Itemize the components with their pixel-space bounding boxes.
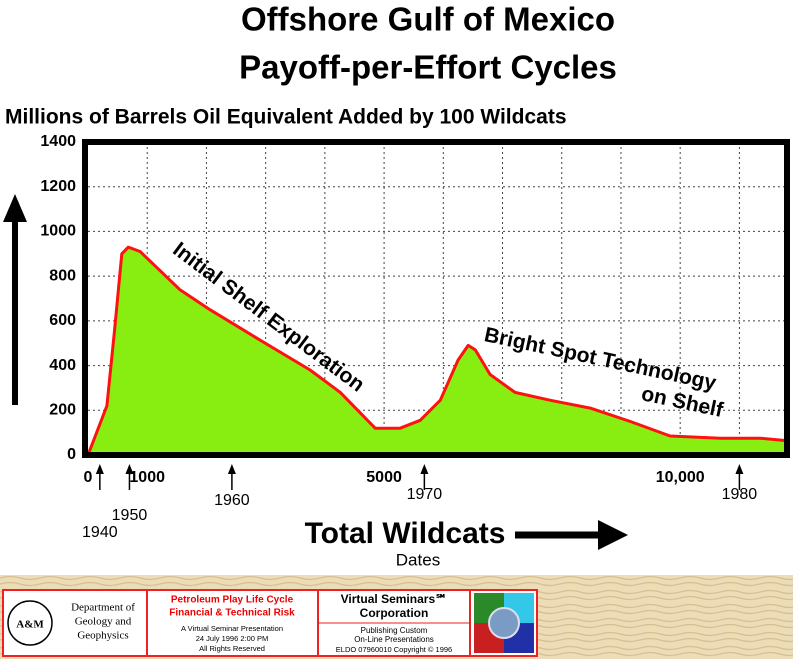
x-tick-label: 0 bbox=[84, 469, 93, 486]
publishing: On-Line Presentations bbox=[354, 635, 434, 644]
y-tick-label: 1200 bbox=[40, 178, 76, 195]
publishing: Publishing Custom bbox=[361, 626, 428, 635]
footer: A&M Department of Geology and Geophysics… bbox=[0, 575, 793, 659]
department: Department of bbox=[71, 602, 135, 614]
x-label: Total Wildcats bbox=[305, 517, 506, 550]
x-tick-label: 1000 bbox=[129, 469, 165, 486]
title: Payoff-per-Effort Cycles bbox=[239, 49, 617, 86]
y-tick-label: 1400 bbox=[40, 133, 76, 150]
date-arrow-head bbox=[227, 464, 236, 474]
x-tick-label: 5000 bbox=[366, 469, 402, 486]
date-label: 1950 bbox=[112, 507, 148, 524]
y-tick-label: 1000 bbox=[40, 223, 76, 240]
company: Virtual Seminars℠ bbox=[341, 592, 448, 606]
date-label: 1970 bbox=[407, 486, 443, 503]
y-tick-label: 0 bbox=[67, 446, 76, 463]
presentation: All Rights Reserved bbox=[199, 644, 265, 653]
department: Geology and bbox=[75, 616, 132, 628]
date-arrow-head bbox=[125, 464, 134, 474]
date-label: 1980 bbox=[722, 486, 758, 503]
y-tick-label: 400 bbox=[49, 357, 76, 374]
x2-label: Dates bbox=[396, 550, 440, 569]
department: Geophysics bbox=[77, 630, 128, 642]
globe bbox=[488, 607, 520, 639]
presentation: 24 July 1996 2:00 PM bbox=[196, 634, 269, 643]
axis-arrow-head bbox=[598, 520, 628, 550]
date-label: 1960 bbox=[214, 492, 250, 509]
date-arrow-head bbox=[735, 464, 744, 474]
company: Corporation bbox=[360, 606, 429, 620]
date-label: 1940 bbox=[82, 524, 118, 541]
date-arrow-head bbox=[95, 464, 104, 474]
plot: 0 200 400 600 800 1000 1200 1400 0 1000 5000 10,000… bbox=[40, 133, 790, 541]
y-tick-label: 200 bbox=[49, 402, 76, 419]
seminar-title: Financial & Technical Risk bbox=[169, 608, 295, 619]
x-tick-label: 10,000 bbox=[656, 469, 705, 486]
plot-frame bbox=[82, 139, 790, 458]
annotation: Bright Spot Technology bbox=[482, 323, 718, 395]
line bbox=[86, 245, 786, 455]
area bbox=[88, 247, 785, 455]
seminar-title: Petroleum Play Life Cycle bbox=[171, 595, 294, 606]
y-tick-label: 600 bbox=[49, 312, 76, 329]
title: Offshore Gulf of Mexico bbox=[241, 1, 615, 38]
logo bbox=[7, 600, 53, 646]
axis-arrow-head bbox=[3, 194, 27, 222]
y-tick-label: 800 bbox=[49, 267, 76, 284]
logo-text: A&M bbox=[16, 619, 44, 631]
presentation: A Virtual Seminar Presentation bbox=[181, 624, 283, 633]
copyright: ELDO 07960010 Copyright © 1996 bbox=[336, 645, 452, 654]
date-arrow-head bbox=[420, 464, 429, 474]
y-label: Millions of Barrels Oil Equivalent Added… bbox=[5, 106, 567, 129]
